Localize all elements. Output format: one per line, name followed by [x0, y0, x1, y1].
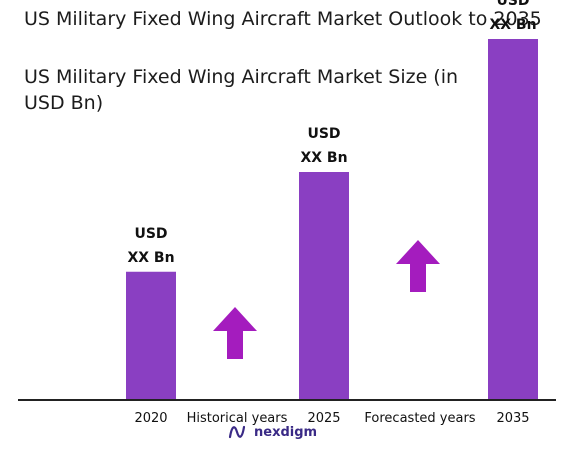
x-tick-2020: 2020: [134, 411, 167, 426]
value-label-line1: USD: [134, 226, 167, 242]
bar-2020: [126, 271, 176, 400]
nexdigm-logo: nexdigm: [228, 423, 317, 441]
nexdigm-logo-icon: [228, 425, 246, 439]
chart-title: US Military Fixed Wing Aircraft Market O…: [24, 8, 542, 30]
value-label-line1: USD: [307, 126, 340, 142]
x-tick-2025: 2025: [307, 411, 340, 426]
value-label-line2: XX Bn: [300, 150, 347, 166]
bar-2035: [488, 39, 538, 400]
growth-arrows-group: [213, 240, 440, 359]
logo-text: nexdigm: [254, 424, 318, 440]
chart-subtitle: US Military Fixed Wing Aircraft Market S…: [24, 66, 459, 114]
bar-2025: [299, 172, 349, 400]
value-label-line1: USD: [496, 0, 529, 9]
up-arrow-icon: [396, 240, 440, 292]
value-label-line2: XX Bn: [127, 250, 174, 266]
up-arrow-icon: [213, 307, 257, 359]
historical-years-label: Historical years: [187, 411, 288, 426]
x-tick-2035: 2035: [496, 411, 529, 426]
value-labels-group: USD XX Bn USD XX Bn USD XX Bn: [127, 0, 536, 266]
x-ticks-group: 2020 2025 2035 Historical years Forecasted y…: [134, 411, 529, 426]
forecasted-years-label: Forecasted years: [364, 411, 475, 426]
bars-group: [126, 39, 538, 400]
value-label-line2: XX Bn: [489, 17, 536, 33]
